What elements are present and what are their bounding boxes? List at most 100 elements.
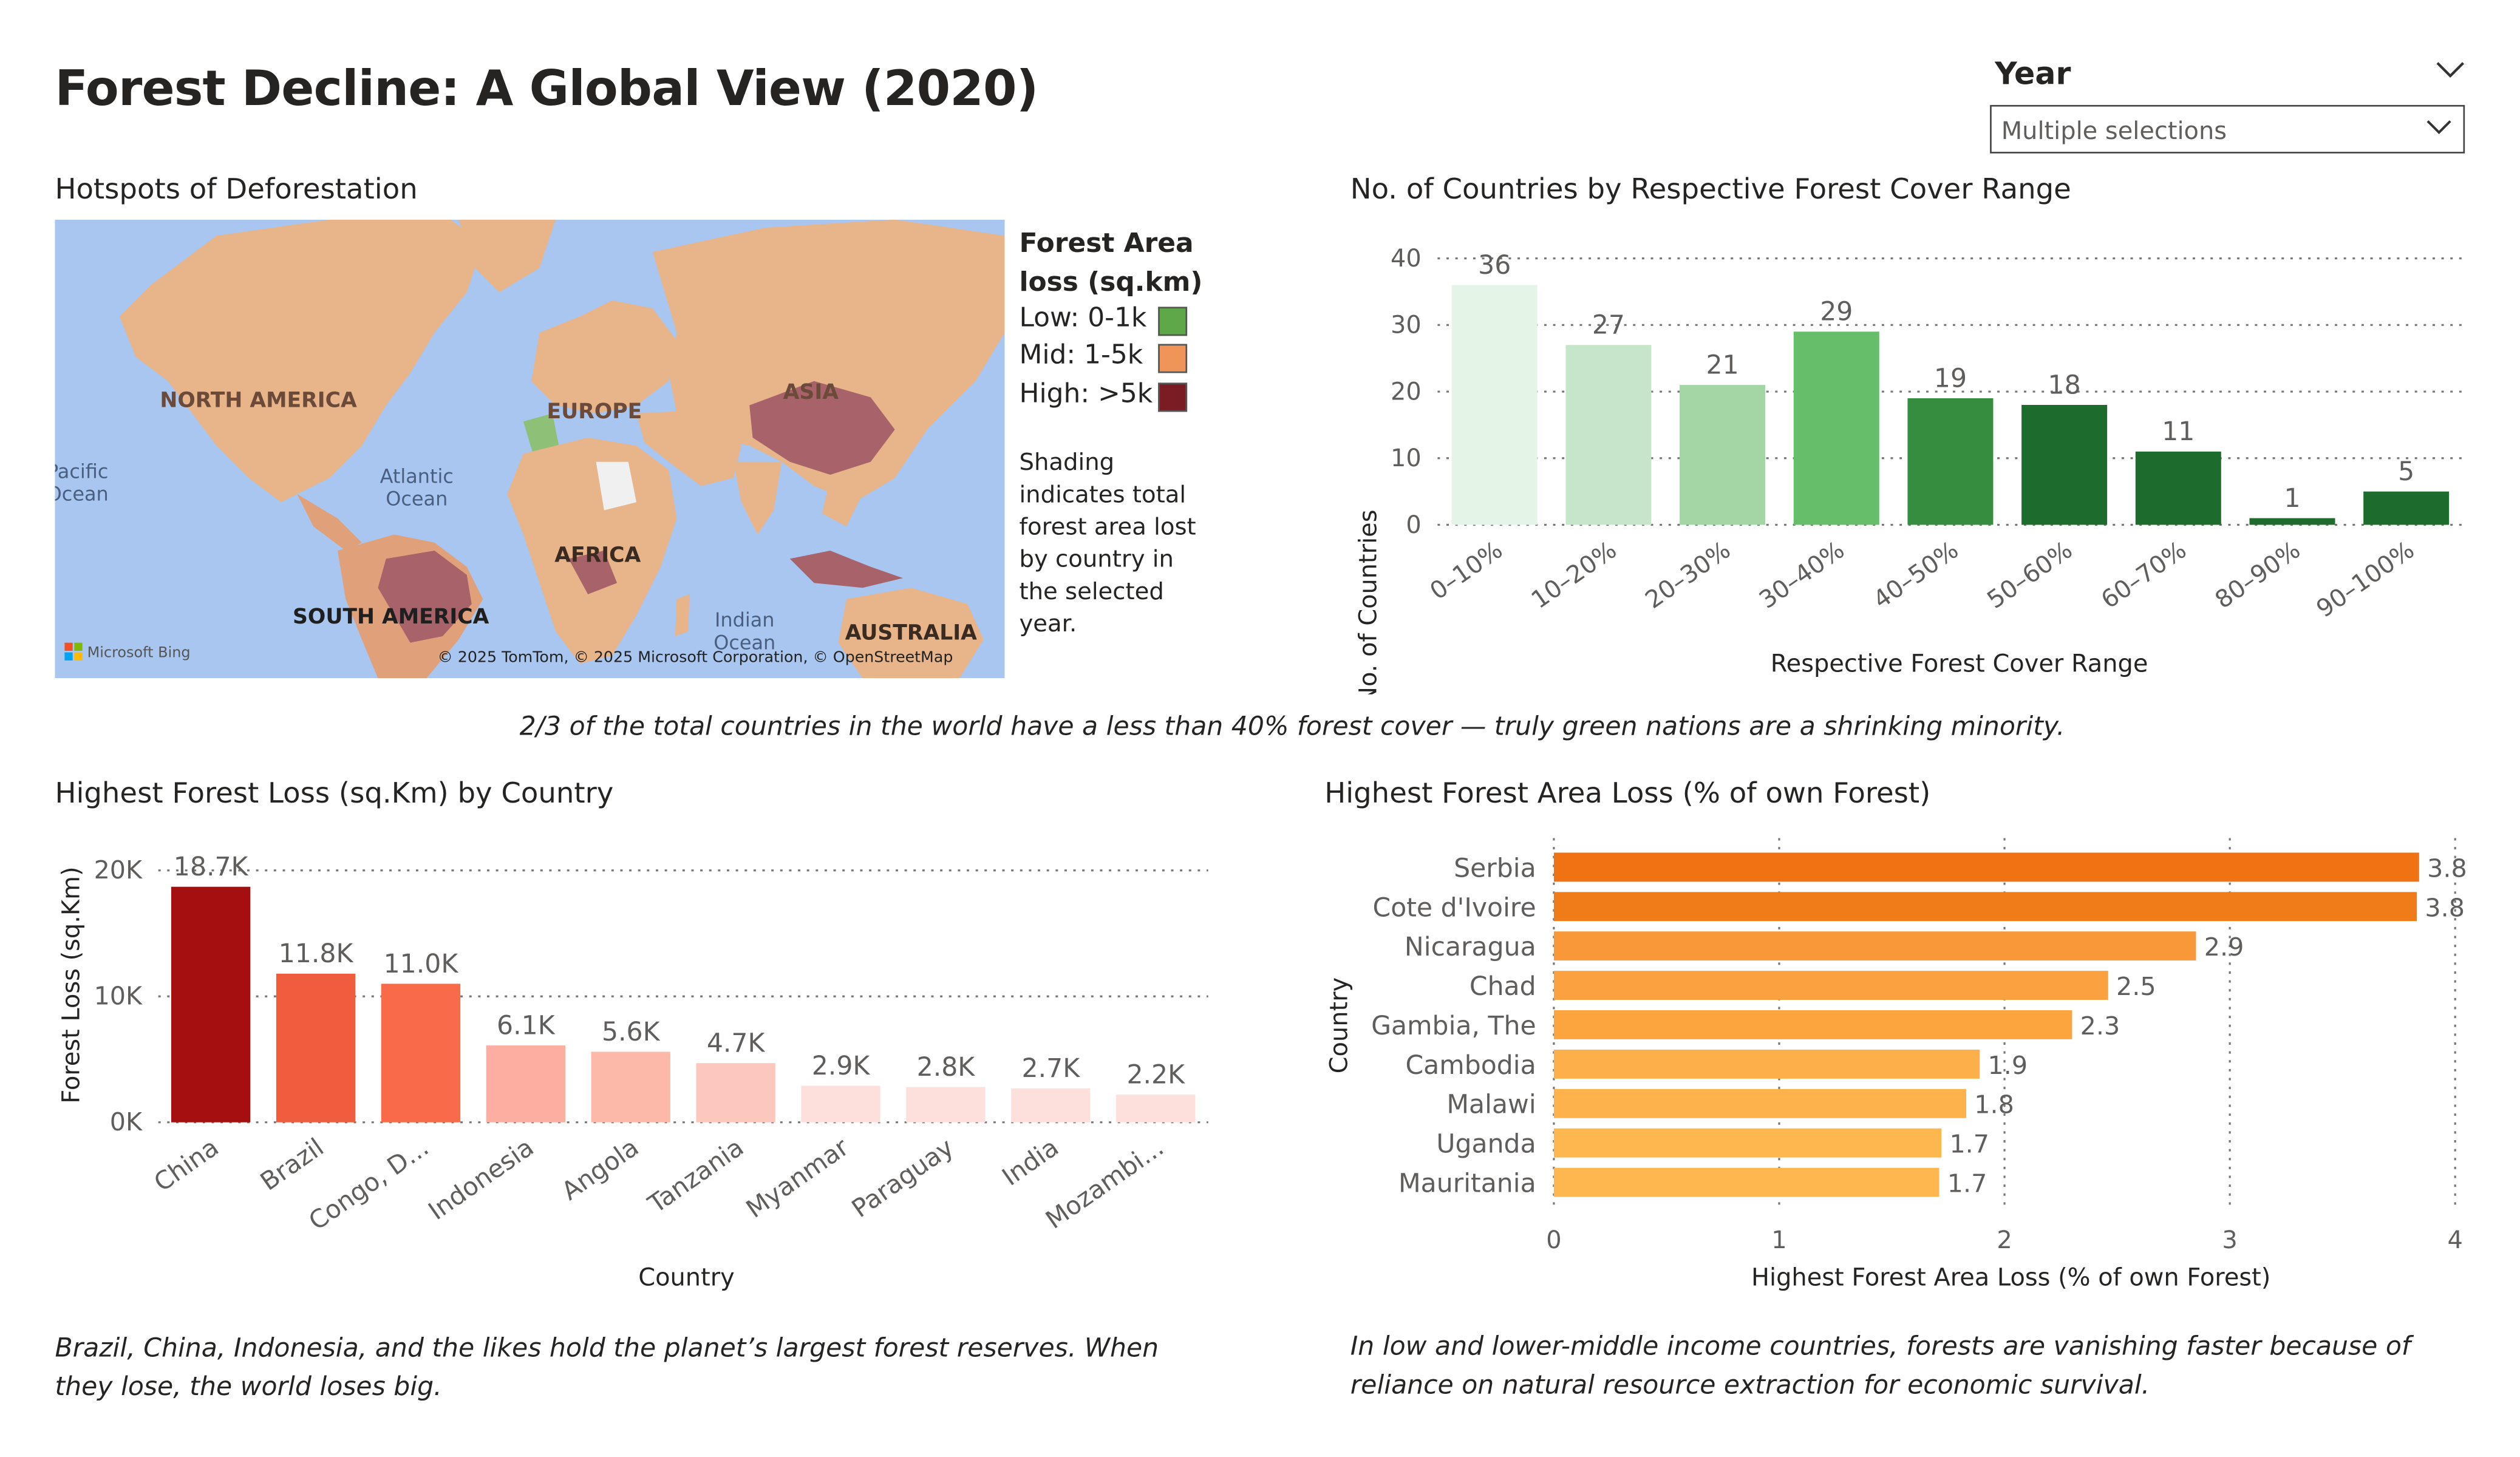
loss-data-label: 2.8K	[917, 1052, 976, 1082]
pct-category-label: Uganda	[1436, 1129, 1536, 1160]
land-china	[749, 381, 895, 475]
loss-x-tick-label: Mozambi...	[1040, 1132, 1169, 1234]
cover-x-tick-label: 50–60%	[1982, 536, 2077, 614]
region-label-south-america: SOUTH AMERICA	[293, 605, 489, 629]
loss-bar[interactable]	[906, 1087, 986, 1122]
pct-category-label: Gambia, The	[1371, 1011, 1536, 1041]
pct-data-label: 2.5	[2116, 972, 2156, 1001]
legend-item-low: Low: 0-1k	[1019, 302, 1197, 336]
pct-x-tick-label: 1	[1771, 1226, 1786, 1254]
loss-x-tick-label: Tanzania	[642, 1132, 749, 1219]
cover-data-label: 27	[1592, 310, 1625, 341]
pct-bar[interactable]	[1553, 1089, 1966, 1118]
map-attribution-bing: Microsoft Bing	[87, 644, 191, 661]
cover-bar[interactable]	[1680, 385, 1766, 525]
region-label-europe: EUROPE	[547, 399, 642, 424]
loss-data-label: 6.1K	[497, 1011, 556, 1041]
region-label-asia: ASIA	[783, 380, 839, 404]
cover-bar[interactable]	[2249, 518, 2335, 525]
cover-data-label: 18	[2048, 370, 2081, 400]
cover-bar[interactable]	[1793, 331, 1879, 525]
page-title: Forest Decline: A Global View (2020)	[55, 61, 1038, 118]
legend-swatch-mid	[1158, 344, 1188, 373]
land-africa-gray	[596, 461, 637, 511]
loss-bar[interactable]	[276, 973, 356, 1122]
pct-chart-title: Highest Forest Area Loss (% of own Fores…	[1324, 778, 1931, 811]
deforestation-map[interactable]: NORTH AMERICA EUROPE ASIA AFRICA SOUTH A…	[55, 219, 1005, 679]
cover-bar[interactable]	[1565, 345, 1652, 525]
pct-bar[interactable]	[1553, 852, 2419, 882]
pct-bar[interactable]	[1553, 1010, 2072, 1039]
loss-data-label: 4.7K	[707, 1028, 766, 1059]
pct-bar[interactable]	[1553, 892, 2417, 922]
cover-y-tick-label: 40	[1391, 245, 1422, 273]
loss-x-tick-label: China	[149, 1132, 224, 1197]
cover-y-tick-label: 10	[1391, 444, 1422, 472]
cover-data-label: 5	[2398, 457, 2414, 487]
loss-chart-title: Highest Forest Loss (sq.Km) by Country	[55, 778, 614, 811]
land-australia	[838, 588, 984, 679]
insight-forest-pct: In low and lower-middle income countries…	[1350, 1330, 2411, 1401]
cover-chart-title: No. of Countries by Respective Forest Co…	[1350, 174, 2071, 207]
loss-bar[interactable]	[486, 1045, 565, 1122]
pct-bar[interactable]	[1553, 1128, 1942, 1158]
map-canvas: NORTH AMERICA EUROPE ASIA AFRICA SOUTH A…	[55, 219, 1005, 679]
map-note: Shading indicates total forest area lost…	[1019, 450, 1196, 638]
chevron-down-icon[interactable]	[2433, 55, 2468, 84]
pct-bar[interactable]	[1553, 931, 2196, 961]
loss-data-label: 5.6K	[602, 1017, 661, 1047]
loss-bar[interactable]	[591, 1051, 670, 1122]
legend-label: Mid: 1-5k	[1019, 339, 1143, 370]
cover-data-label: 21	[1706, 350, 1739, 380]
ocean-label-atlantic-2: Ocean	[386, 487, 448, 511]
pct-category-label: Malawi	[1446, 1090, 1536, 1120]
region-label-australia: AUSTRALIA	[845, 620, 978, 645]
cover-x-tick-label: 40–50%	[1868, 536, 1964, 614]
cover-bar[interactable]	[1451, 285, 1538, 525]
pct-data-label: 2.9	[2204, 932, 2244, 962]
cover-y-tick-label: 0	[1406, 511, 1421, 539]
loss-data-label: 18.7K	[174, 852, 249, 882]
pct-x-tick-label: 2	[1997, 1226, 2012, 1254]
loss-bar[interactable]	[171, 886, 251, 1122]
ocean-label-indian-2: Ocean	[713, 631, 775, 654]
pct-data-label: 2.3	[2080, 1011, 2120, 1041]
cover-x-tick-label: 90–100%	[2312, 536, 2420, 623]
cover-data-label: 11	[2162, 416, 2195, 447]
pct-bar[interactable]	[1553, 1049, 1980, 1079]
pct-bar[interactable]	[1553, 971, 2108, 1000]
land-north-america	[119, 219, 483, 503]
land-europe	[531, 300, 677, 413]
land-se-asia	[822, 478, 863, 527]
ocean-label-atlantic-1: Atlantic	[380, 464, 454, 487]
ocean-label-indian-1: Indian	[715, 608, 775, 631]
cover-bar[interactable]	[1907, 398, 1994, 525]
loss-data-label: 2.7K	[1022, 1053, 1081, 1084]
pct-category-label: Serbia	[1454, 853, 1536, 883]
cover-y-tick-label: 20	[1391, 378, 1422, 406]
cover-x-tick-label: 60–70%	[2096, 536, 2191, 614]
pct-category-label: Chad	[1469, 971, 1536, 1002]
cover-x-tick-label: 30–40%	[1754, 536, 1850, 614]
pct-bar[interactable]	[1553, 1167, 1939, 1197]
legend-item-high: High: >5k	[1019, 378, 1197, 412]
cover-bar[interactable]	[2021, 404, 2108, 525]
pct-y-axis-label: Country	[1325, 977, 1353, 1073]
year-slicer-dropdown[interactable]: Multiple selections	[1990, 104, 2465, 154]
land-japan	[927, 365, 952, 413]
loss-bar[interactable]	[696, 1063, 775, 1122]
cover-bar[interactable]	[2363, 491, 2450, 525]
region-label-north-america: NORTH AMERICA	[160, 388, 357, 412]
loss-bar[interactable]	[1116, 1095, 1196, 1122]
loss-x-tick-label: Paraguay	[846, 1132, 959, 1223]
loss-bar[interactable]	[381, 983, 461, 1122]
pct-x-tick-label: 4	[2448, 1226, 2463, 1254]
pct-data-label: 1.8	[1974, 1090, 2014, 1119]
map-attribution[interactable]: © 2025 TomTom, © 2025 Microsoft Corporat…	[437, 648, 953, 666]
loss-bar[interactable]	[801, 1085, 880, 1122]
loss-chart: 0K 10K 20K 18.7K 11.8K 11.0K 6.1K 5.6K 4.7K 2.9K…	[57, 852, 1208, 1291]
cover-bar[interactable]	[2135, 451, 2221, 525]
year-slicer-value: Multiple selections	[2001, 116, 2227, 146]
loss-bar[interactable]	[1011, 1088, 1091, 1122]
